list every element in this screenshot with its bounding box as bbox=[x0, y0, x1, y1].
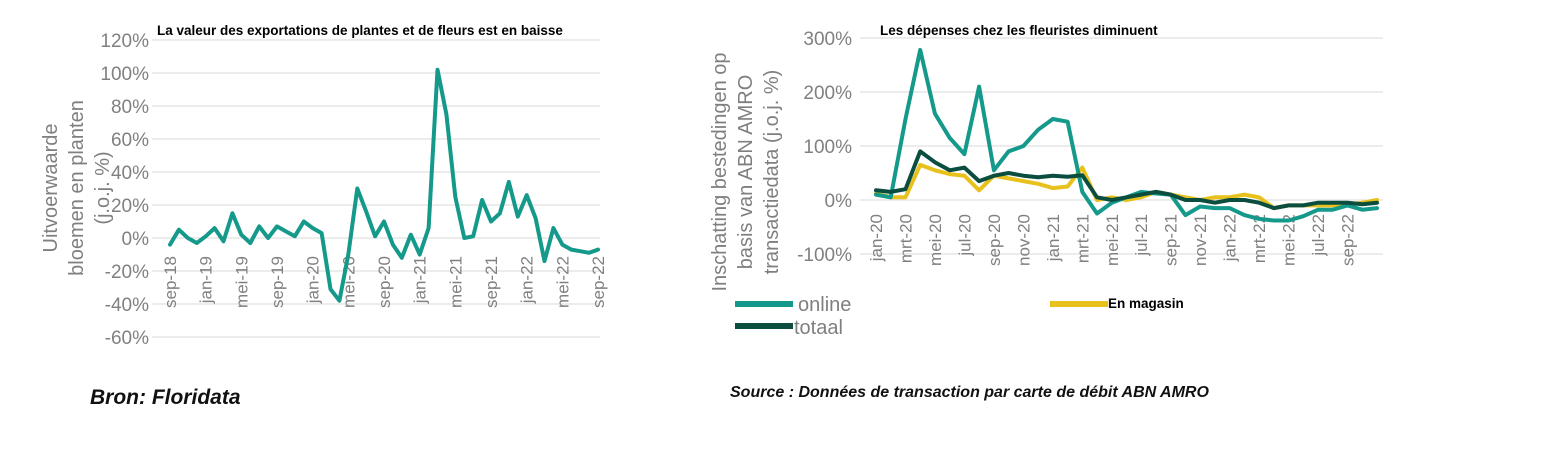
chart1-x-tick-labels: sep-18 jan-19 mei-19 sep-19 jan-20 mei-20 sep-… bbox=[161, 256, 608, 308]
chart2-x-tick: jul-20 bbox=[955, 214, 974, 257]
chart1-y-axis-label: Uitvoerwaarde bloemen en planten (j.o.j. %… bbox=[40, 100, 114, 276]
chart2-series bbox=[874, 47, 1379, 223]
chart1-y-tick: 100% bbox=[100, 64, 149, 85]
y-axis-label-line: Inschatting bestedingen op bbox=[709, 52, 731, 291]
chart1-y-tick: -40% bbox=[105, 295, 149, 316]
chart2-x-tick: jan-20 bbox=[867, 214, 886, 262]
chart1-y-tick: 20% bbox=[111, 196, 149, 217]
chart2-title: Les dépenses chez les fleuristes diminue… bbox=[880, 23, 1158, 38]
legend-label-online: online bbox=[798, 294, 851, 316]
chart1-title: La valeur des exportations de plantes et… bbox=[157, 23, 563, 38]
chart2-x-tick: jan-22 bbox=[1221, 214, 1240, 262]
chart1-y-tick: 0% bbox=[122, 229, 150, 250]
chart-export-value: -60% -40% -20% 0% 20% 40% 60% 80% 100% 120% sep-1… bbox=[40, 23, 608, 349]
chart2-x-tick: mrt-21 bbox=[1073, 214, 1092, 263]
chart1-x-tick: jan-22 bbox=[518, 256, 537, 304]
chart2-x-tick: mei-21 bbox=[1103, 214, 1122, 266]
chart1-series bbox=[168, 67, 600, 303]
chart1-series-line bbox=[168, 67, 600, 303]
y-axis-label-line: Uitvoerwaarde bbox=[40, 124, 62, 253]
chart1-x-tick: sep-19 bbox=[268, 256, 287, 308]
chart2-x-tick: sep-20 bbox=[985, 214, 1004, 266]
chart1-x-tick: jan-19 bbox=[197, 256, 216, 304]
chart1-x-tick: sep-18 bbox=[161, 256, 180, 308]
chart1-y-tick: 60% bbox=[111, 130, 149, 151]
chart2-y-tick: 200% bbox=[803, 83, 852, 104]
chart2-x-tick: sep-22 bbox=[1339, 214, 1358, 266]
chart2-x-tick: jul-21 bbox=[1132, 214, 1151, 257]
chart2-y-tick: 100% bbox=[803, 137, 852, 158]
chart1-gridlines bbox=[152, 39, 600, 338]
chart1-x-tick: jan-21 bbox=[411, 256, 430, 304]
chart2-x-tick: mrt-22 bbox=[1250, 214, 1269, 263]
legend-label-totaal: totaal bbox=[794, 317, 843, 339]
legend-label-en-magasin: En magasin bbox=[1108, 296, 1184, 311]
chart1-y-tick-labels: -60% -40% -20% 0% 20% 40% 60% 80% 100% 120% bbox=[100, 31, 149, 349]
chart1-y-tick: 120% bbox=[100, 31, 149, 52]
chart1-y-tick: 40% bbox=[111, 163, 149, 184]
chart1-x-tick: sep-20 bbox=[375, 256, 394, 308]
chart2-x-tick: nov-20 bbox=[1014, 214, 1033, 266]
chart1-y-tick: -20% bbox=[105, 262, 149, 283]
chart2-series-line-online bbox=[874, 47, 1379, 223]
chart2-y-axis-label: Inschatting bestedingen op basis van ABN … bbox=[709, 52, 783, 291]
y-axis-label-line: (j.o.j. %) bbox=[92, 151, 114, 224]
chart2-x-tick: mei-20 bbox=[926, 214, 945, 266]
chart2-x-tick: jul-22 bbox=[1309, 214, 1328, 257]
chart2-series-line-totaal bbox=[874, 149, 1379, 211]
chart1-y-tick: 80% bbox=[111, 97, 149, 118]
chart2-x-tick: jan-21 bbox=[1044, 214, 1063, 262]
chart1-x-tick: jan-20 bbox=[304, 256, 323, 304]
chart1-x-tick: sep-21 bbox=[482, 256, 501, 308]
chart1-x-tick: mei-22 bbox=[553, 256, 572, 308]
chart1-source: Bron: Floridata bbox=[90, 386, 241, 409]
chart2-x-tick: sep-21 bbox=[1162, 214, 1181, 266]
y-axis-label-line: transactiedata (j.o.j. %) bbox=[761, 70, 783, 275]
chart2-x-tick-labels: jan-20 mrt-20 mei-20 jul-20 sep-20 nov-20 jan-… bbox=[867, 214, 1358, 266]
chart2-x-tick: nov-21 bbox=[1191, 214, 1210, 266]
chart2-x-tick: mrt-20 bbox=[896, 214, 915, 263]
chart2-y-tick-labels: -100% 0% 100% 200% 300% bbox=[797, 29, 852, 266]
chart1-x-tick: mei-21 bbox=[446, 256, 465, 308]
chart2-y-tick: -100% bbox=[797, 245, 852, 266]
chart2-source: Source : Données de transaction par cart… bbox=[730, 384, 1209, 401]
chart2-y-tick: 0% bbox=[825, 191, 853, 212]
y-axis-label-line: basis van ABN AMRO bbox=[735, 75, 757, 270]
chart1-x-tick: mei-19 bbox=[232, 256, 251, 308]
y-axis-label-line: bloemen en planten bbox=[66, 100, 88, 276]
chart2-y-tick: 300% bbox=[803, 29, 852, 50]
chart2-x-tick: mei-22 bbox=[1280, 214, 1299, 266]
chart1-y-tick: -60% bbox=[105, 328, 149, 349]
chart-florist-spending: -100% 0% 100% 200% 300% jan-20 mrt-20 mei-20 ju… bbox=[709, 23, 1383, 339]
chart1-x-tick: sep-22 bbox=[589, 256, 608, 308]
